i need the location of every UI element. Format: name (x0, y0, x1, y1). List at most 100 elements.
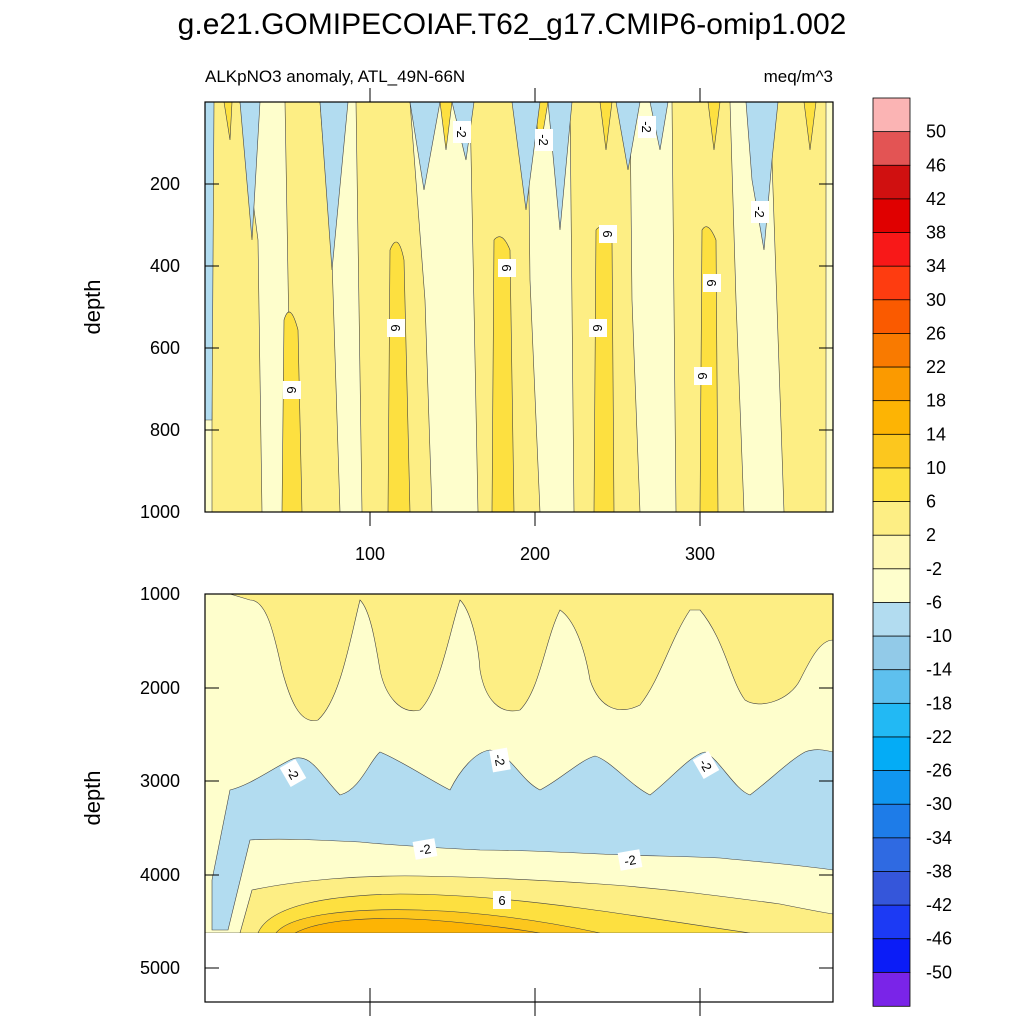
colorbar-swatch (872, 803, 911, 839)
figure-title: g.e21.GOMIPECOIAF.T62_g17.CMIP6-omip1.00… (178, 8, 847, 41)
colorbar-label: 18 (926, 391, 946, 411)
colorbar-swatch (872, 467, 911, 503)
lower-y-tick-label: 4000 (140, 865, 180, 885)
colorbar-swatch (872, 971, 911, 1007)
upper-plot-frame (204, 101, 834, 513)
contour-label: -2 (454, 126, 469, 138)
colorbar-swatch (872, 366, 911, 402)
colorbar-swatch (872, 871, 911, 906)
colorbar-label: 50 (926, 122, 946, 142)
colorbar-label: -18 (926, 693, 952, 713)
colorbar-swatch (872, 568, 911, 604)
lower-panel: 1000 2000 3000 4000 5000 depth -2 -2 -2 … (80, 584, 834, 1016)
lower-band-2-6-top (229, 594, 833, 721)
lower-band-14-18 (294, 918, 541, 934)
lower-plot-frame (204, 593, 834, 1003)
contour-label: 6 (704, 279, 719, 286)
colorbar-swatch (872, 433, 911, 469)
colorbar-label: 22 (926, 357, 946, 377)
colorbar-swatch (872, 97, 911, 133)
colorbar-label: 6 (926, 492, 936, 512)
colorbar-swatch (872, 299, 911, 335)
lower-missing-data (205, 933, 833, 1002)
contour-label: -2 (491, 753, 508, 767)
colorbar-label: -30 (926, 794, 952, 814)
colorbar-label: 34 (926, 256, 946, 276)
upper-left-title: ALKpNO3 anomaly, ATL_49N-66N (205, 67, 465, 86)
colorbar-swatch (872, 131, 911, 166)
colorbar-label: 38 (926, 223, 946, 243)
upper-y-tick-label: 800 (150, 420, 180, 440)
contour-label: 6 (695, 372, 710, 379)
upper-panel: 200 400 600 800 1000 100 200 300 depth -… (80, 88, 834, 564)
colorbar-label: 26 (926, 323, 946, 343)
colorbar-swatch (872, 602, 911, 637)
lower-y-tick-label: 2000 (140, 678, 180, 698)
lower-y-tick-label: 3000 (140, 771, 180, 791)
colorbar-label: -38 (926, 861, 952, 881)
contour-label: 6 (600, 230, 615, 237)
colorbar-label: -22 (926, 727, 952, 747)
colorbar-label: 14 (926, 424, 946, 444)
upper-ticks (205, 88, 833, 526)
contour-label: 6 (498, 893, 505, 908)
upper-right-title: meq/m^3 (764, 67, 833, 86)
colorbar: 50 46 42 38 34 30 26 22 18 14 10 6 2 -2 -6 -10 -14 -18 -22… (872, 97, 952, 1007)
colorbar-label: -2 (926, 559, 942, 579)
colorbar-swatch (872, 265, 911, 301)
colorbar-label: -14 (926, 660, 952, 680)
upper-x-tick-label: 200 (520, 544, 550, 564)
contour-label: 6 (284, 386, 299, 393)
contour-label: -2 (639, 121, 654, 133)
lower-ticks (205, 687, 833, 1016)
colorbar-swatch (872, 837, 911, 873)
colorbar-swatch (872, 635, 911, 671)
colorbar-label: -34 (926, 828, 952, 848)
contour-label: -2 (752, 206, 767, 218)
upper-band-6-10 (223, 102, 817, 512)
contour-label: -2 (418, 841, 432, 858)
colorbar-label: 30 (926, 290, 946, 310)
contour-label: 6 (590, 324, 605, 331)
colorbar-swatch (872, 534, 911, 570)
lower-y-tick-label: 5000 (140, 958, 180, 978)
colorbar-label: 10 (926, 458, 946, 478)
colorbar-swatch (872, 938, 911, 974)
contour-label: 6 (388, 324, 403, 331)
upper-contour-labels: -2 -2 -2 -2 6 6 6 6 6 6 6 (283, 116, 769, 399)
upper-y-tick-label: 200 (150, 174, 180, 194)
colorbar-swatch (872, 164, 911, 200)
colorbar-swatch (872, 770, 911, 805)
lower-y-axis-label: depth (80, 770, 105, 825)
colorbar-swatch (872, 904, 911, 940)
upper-y-axis-label: depth (80, 279, 105, 334)
upper-x-tick-label: 100 (355, 544, 385, 564)
colorbar-label: -50 (926, 962, 952, 982)
colorbar-label: -26 (926, 761, 952, 781)
colorbar-swatch (872, 702, 911, 738)
contour-label: -2 (623, 852, 637, 869)
colorbar-label: -10 (926, 626, 952, 646)
colorbar-swatch (872, 232, 911, 267)
colorbar-label: -6 (926, 592, 942, 612)
lower-y-tick-label: 1000 (140, 584, 180, 604)
upper-y-tick-label: 400 (150, 256, 180, 276)
upper-y-tick-label: 1000 (140, 502, 180, 522)
colorbar-swatch (872, 400, 911, 436)
colorbar-swatch (872, 198, 911, 234)
colorbar-label: -46 (926, 929, 952, 949)
upper-y-tick-label: 600 (150, 338, 180, 358)
upper-x-tick-label: 300 (685, 544, 715, 564)
contour-label: 6 (499, 264, 514, 271)
colorbar-label: 2 (926, 525, 936, 545)
colorbar-label: 42 (926, 189, 946, 209)
colorbar-label: 46 (926, 155, 946, 175)
lower-contour-labels: -2 -2 -2 -2 -2 6 (279, 747, 720, 909)
contour-label: -2 (536, 134, 551, 146)
colorbar-label: -42 (926, 895, 952, 915)
colorbar-swatch (872, 736, 911, 772)
colorbar-swatch (872, 333, 911, 368)
colorbar-swatch (872, 669, 911, 705)
colorbar-swatch (872, 501, 911, 536)
